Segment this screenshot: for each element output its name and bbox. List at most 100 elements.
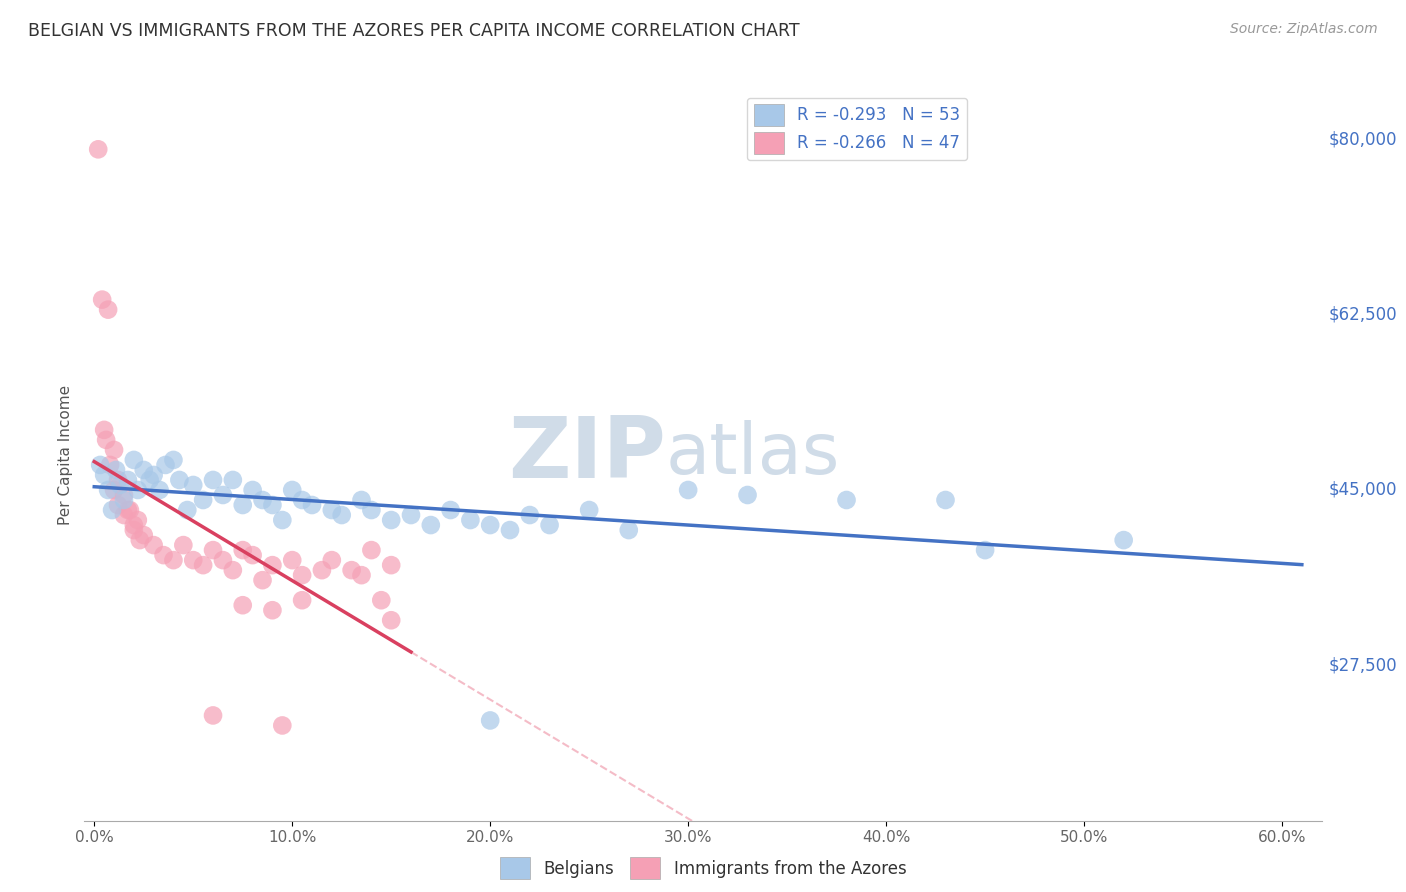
Point — [118, 503, 141, 517]
Point — [122, 453, 145, 467]
Text: $80,000: $80,000 — [1329, 130, 1398, 148]
Point — [321, 553, 343, 567]
Point — [222, 563, 245, 577]
Point — [1112, 533, 1135, 547]
Point — [281, 483, 304, 497]
Point — [291, 568, 314, 582]
Point — [142, 467, 165, 482]
Point — [89, 458, 111, 472]
Point — [162, 453, 184, 467]
Text: Source: ZipAtlas.com: Source: ZipAtlas.com — [1230, 22, 1378, 37]
Point — [202, 708, 225, 723]
Point — [149, 483, 172, 497]
Point — [138, 473, 160, 487]
Point — [617, 523, 640, 537]
Y-axis label: Per Capita Income: Per Capita Income — [58, 384, 73, 525]
Point — [162, 553, 184, 567]
Point — [360, 503, 382, 517]
Point — [181, 478, 204, 492]
Point — [380, 558, 402, 573]
Point — [370, 593, 392, 607]
Point — [222, 473, 245, 487]
Point — [232, 498, 254, 512]
Point — [737, 488, 759, 502]
Point — [242, 483, 264, 497]
Point — [281, 553, 304, 567]
Point — [112, 488, 135, 502]
Point — [479, 714, 502, 728]
Point — [169, 473, 191, 487]
Point — [105, 463, 128, 477]
Point — [93, 423, 115, 437]
Point — [117, 503, 139, 517]
Point — [330, 508, 353, 522]
Point — [108, 478, 131, 492]
Text: BELGIAN VS IMMIGRANTS FROM THE AZORES PER CAPITA INCOME CORRELATION CHART: BELGIAN VS IMMIGRANTS FROM THE AZORES PE… — [28, 22, 800, 40]
Point — [202, 543, 225, 558]
Point — [103, 442, 125, 457]
Point — [519, 508, 541, 522]
Point — [242, 548, 264, 562]
Point — [360, 543, 382, 558]
Text: $62,500: $62,500 — [1329, 306, 1398, 324]
Point — [93, 467, 115, 482]
Point — [232, 598, 254, 612]
Point — [578, 503, 600, 517]
Point — [252, 493, 274, 508]
Point — [291, 493, 314, 508]
Point — [460, 513, 482, 527]
Point — [107, 473, 129, 487]
Point — [350, 568, 373, 582]
Point — [479, 518, 502, 533]
Point — [399, 508, 422, 522]
Point — [271, 513, 294, 527]
Point — [122, 523, 145, 537]
Point — [232, 543, 254, 558]
Point — [835, 493, 858, 508]
Point — [132, 463, 155, 477]
Point — [262, 603, 284, 617]
Point — [94, 433, 117, 447]
Point — [380, 513, 402, 527]
Point — [934, 493, 956, 508]
Point — [127, 513, 149, 527]
Point — [122, 518, 145, 533]
Point — [142, 538, 165, 552]
Point — [152, 548, 174, 562]
Point — [132, 528, 155, 542]
Point — [87, 142, 110, 156]
Point — [107, 498, 129, 512]
Text: ZIP: ZIP — [508, 413, 666, 497]
Point — [321, 503, 343, 517]
Point — [112, 493, 135, 508]
Point — [419, 518, 441, 533]
Text: $45,000: $45,000 — [1329, 481, 1398, 499]
Point — [252, 573, 274, 587]
Point — [676, 483, 699, 497]
Point — [271, 718, 294, 732]
Point — [538, 518, 561, 533]
Point — [191, 493, 214, 508]
Point — [499, 523, 522, 537]
Point — [155, 458, 177, 472]
Point — [380, 613, 402, 627]
Point — [91, 293, 114, 307]
Point — [311, 563, 333, 577]
Text: atlas: atlas — [666, 420, 841, 490]
Point — [191, 558, 214, 573]
Point — [101, 503, 124, 517]
Point — [350, 493, 373, 508]
Point — [262, 558, 284, 573]
Point — [212, 553, 235, 567]
Point — [98, 458, 121, 472]
Point — [97, 483, 120, 497]
Point — [181, 553, 204, 567]
Point — [262, 498, 284, 512]
Point — [127, 483, 149, 497]
Point — [439, 503, 461, 517]
Point — [301, 498, 323, 512]
Point — [291, 593, 314, 607]
Point — [112, 508, 135, 522]
Point — [128, 533, 150, 547]
Point — [340, 563, 363, 577]
